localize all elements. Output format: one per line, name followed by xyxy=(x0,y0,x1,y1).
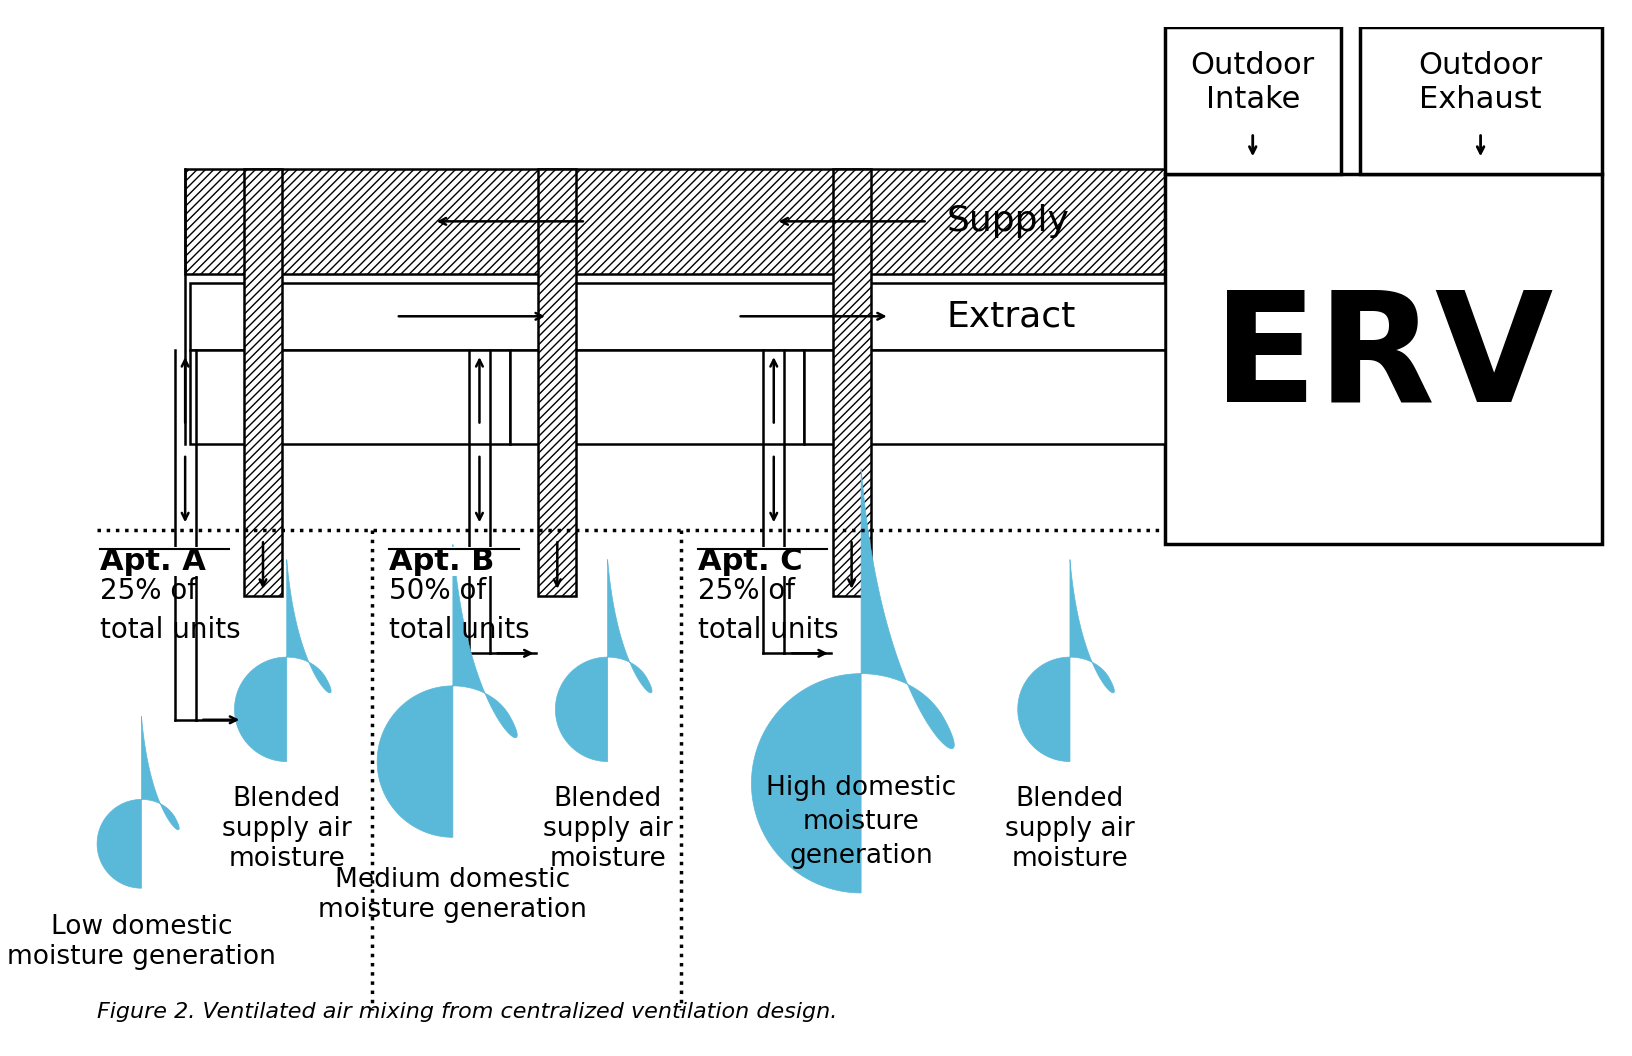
Bar xyxy=(245,169,282,597)
Bar xyxy=(832,169,870,597)
Polygon shape xyxy=(377,545,517,837)
Text: Apt. A: Apt. A xyxy=(100,547,206,576)
Text: Low domestic
moisture generation: Low domestic moisture generation xyxy=(7,914,276,970)
Polygon shape xyxy=(96,716,180,888)
Polygon shape xyxy=(555,560,653,761)
Text: Blended
supply air
moisture: Blended supply air moisture xyxy=(222,787,351,872)
Text: Outdoor
Intake: Outdoor Intake xyxy=(1191,52,1315,114)
Bar xyxy=(189,350,509,445)
Text: 25% of
total units: 25% of total units xyxy=(698,578,839,644)
Text: 25% of
total units: 25% of total units xyxy=(100,578,240,644)
Text: Outdoor
Exhaust: Outdoor Exhaust xyxy=(1418,52,1542,114)
Bar xyxy=(539,169,576,597)
Bar xyxy=(509,350,805,445)
Text: High domestic
moisture
generation: High domestic moisture generation xyxy=(765,775,956,869)
Bar xyxy=(184,169,1165,274)
Text: Extract: Extract xyxy=(947,299,1075,334)
Bar xyxy=(1165,174,1601,544)
Bar xyxy=(805,350,1165,445)
Text: 50% of
total units: 50% of total units xyxy=(390,578,530,644)
Text: Supply: Supply xyxy=(947,205,1069,239)
Polygon shape xyxy=(1018,560,1115,761)
Polygon shape xyxy=(235,560,331,761)
Text: Figure 2. Ventilated air mixing from centralized ventilation design.: Figure 2. Ventilated air mixing from cen… xyxy=(96,1002,837,1021)
Text: Apt. B: Apt. B xyxy=(390,547,494,576)
Text: Blended
supply air
moisture: Blended supply air moisture xyxy=(543,787,672,872)
Bar xyxy=(189,283,1165,350)
Polygon shape xyxy=(751,469,955,893)
Text: ERV: ERV xyxy=(1213,284,1554,434)
Text: Medium domestic
moisture generation: Medium domestic moisture generation xyxy=(318,867,588,923)
Text: Apt. C: Apt. C xyxy=(698,547,803,576)
Text: Blended
supply air
moisture: Blended supply air moisture xyxy=(1005,787,1134,872)
Bar xyxy=(1165,26,1340,174)
Bar xyxy=(1359,26,1601,174)
